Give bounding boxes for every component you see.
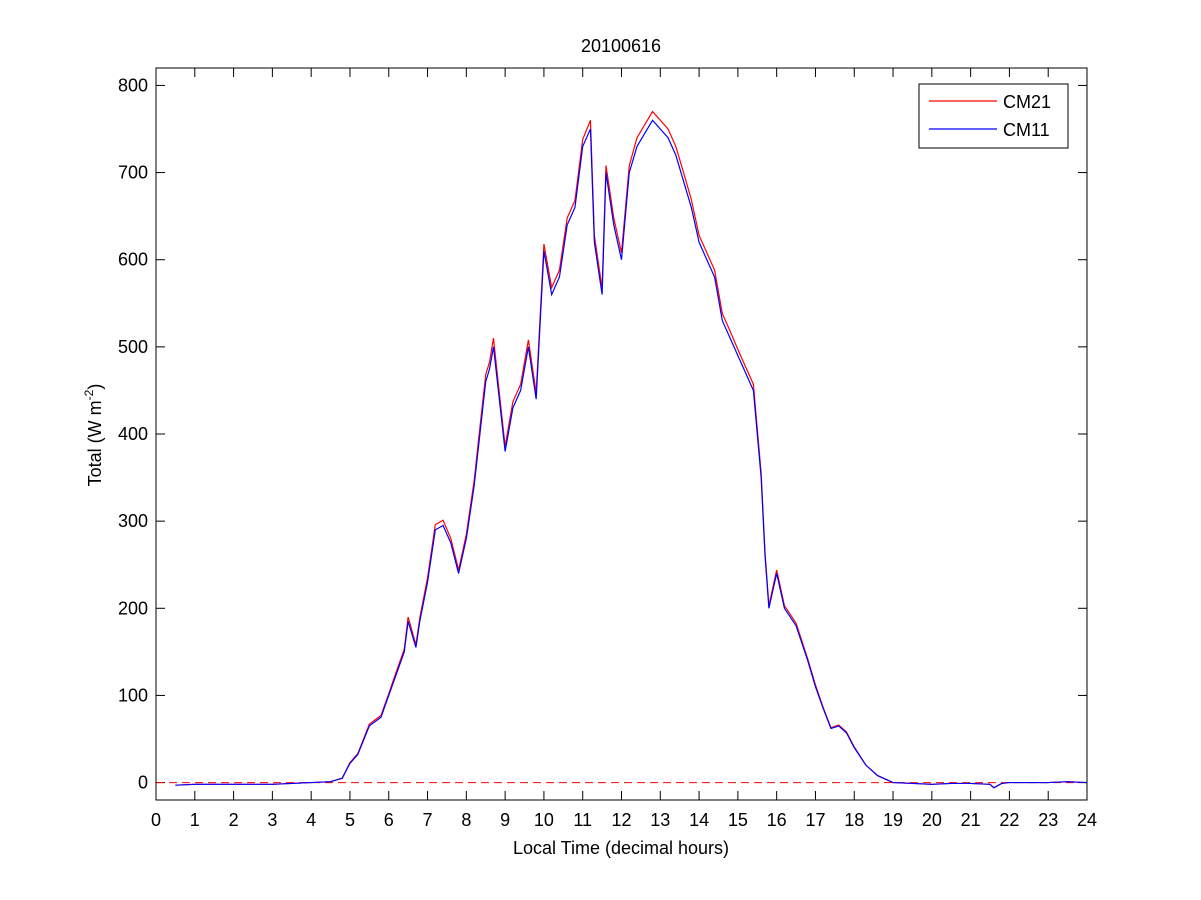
x-tick-label: 15 (728, 810, 748, 830)
chart-title: 20100616 (581, 36, 661, 56)
y-tick-label: 100 (118, 685, 148, 705)
x-tick-label: 19 (883, 810, 903, 830)
legend-label: CM11 (1003, 120, 1050, 140)
x-tick-label: 11 (573, 810, 592, 830)
x-tick-label: 0 (151, 810, 161, 830)
x-tick-label: 21 (961, 810, 981, 830)
x-tick-label: 10 (534, 810, 554, 830)
y-tick-label: 400 (118, 424, 148, 444)
y-tick-label: 300 (118, 511, 148, 531)
y-tick-label: 700 (118, 163, 148, 183)
plot-frame (155, 67, 1088, 801)
y-tick-label: 200 (118, 598, 148, 618)
legend-label: CM21 (1003, 92, 1051, 112)
x-tick-label: 16 (767, 810, 787, 830)
x-tick-label: 4 (306, 810, 316, 830)
x-tick-label: 23 (1038, 810, 1058, 830)
y-axis-label-main: Total (W m (85, 400, 105, 486)
x-tick-label: 24 (1077, 810, 1097, 830)
x-tick-label: 3 (267, 810, 277, 830)
x-tick-label: 2 (229, 810, 239, 830)
x-tick-label: 1 (190, 810, 200, 830)
y-axis-label-end: ) (85, 384, 105, 390)
y-tick-label: 600 (118, 250, 148, 270)
y-tick-label: 500 (118, 337, 148, 357)
series-line (175, 110, 1088, 789)
x-tick-label: 9 (500, 810, 510, 830)
x-tick-label: 6 (384, 810, 394, 830)
x-tick-label: 20 (922, 810, 942, 830)
y-axis-label: Total (W m-2) (82, 384, 105, 487)
y-tick-label: 800 (118, 75, 148, 95)
x-tick-label: 17 (805, 810, 825, 830)
x-tick-label: 8 (461, 810, 471, 830)
x-tick-label: 7 (423, 810, 433, 830)
y-axis-label-sup: -2 (82, 389, 96, 400)
x-tick-label: 13 (650, 810, 670, 830)
legend-box (918, 83, 1069, 149)
y-tick-label: 0 (138, 773, 148, 793)
x-tick-label: 22 (999, 810, 1019, 830)
x-axis-label: Local Time (decimal hours) (513, 838, 729, 858)
x-tick-label: 18 (844, 810, 864, 830)
x-tick-label: 14 (689, 810, 709, 830)
x-tick-label: 12 (611, 810, 631, 830)
x-tick-label: 5 (345, 810, 355, 830)
series-line (175, 119, 1088, 789)
